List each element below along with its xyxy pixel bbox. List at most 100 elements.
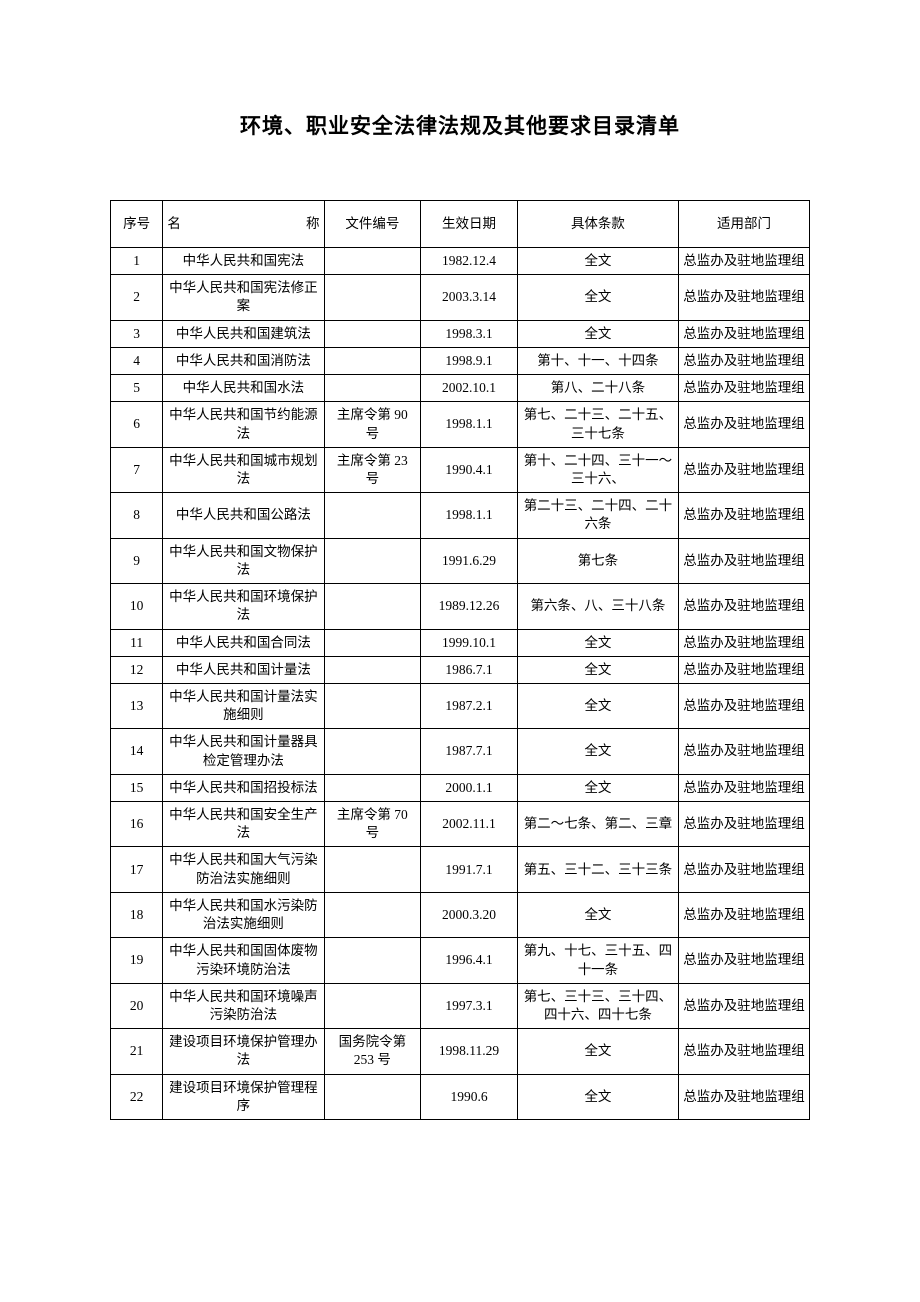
cell-seq: 13 [111, 683, 163, 728]
cell-dept: 总监办及驻地监理组 [679, 493, 810, 538]
cell-docnum [324, 847, 421, 892]
cell-name: 中华人民共和国计量法 [163, 656, 324, 683]
table-header-row: 序号 名 称 文件编号 生效日期 具体条款 适用部门 [111, 201, 810, 248]
cell-seq: 10 [111, 584, 163, 629]
cell-dept: 总监办及驻地监理组 [679, 584, 810, 629]
table-row: 16中华人民共和国安全生产法主席令第 70 号2002.11.1第二～七条、第二… [111, 802, 810, 847]
cell-dept: 总监办及驻地监理组 [679, 538, 810, 583]
cell-docnum [324, 683, 421, 728]
table-row: 21建设项目环境保护管理办法国务院令第 253 号1998.11.29全文总监办… [111, 1029, 810, 1074]
cell-dept: 总监办及驻地监理组 [679, 729, 810, 774]
cell-articles: 全文 [517, 248, 678, 275]
table-row: 2中华人民共和国宪法修正案2003.3.14全文总监办及驻地监理组 [111, 275, 810, 320]
cell-dept: 总监办及驻地监理组 [679, 347, 810, 374]
cell-docnum: 国务院令第 253 号 [324, 1029, 421, 1074]
cell-seq: 3 [111, 320, 163, 347]
cell-name: 中华人民共和国计量法实施细则 [163, 683, 324, 728]
col-seq: 序号 [111, 201, 163, 248]
cell-dept: 总监办及驻地监理组 [679, 892, 810, 937]
cell-seq: 20 [111, 983, 163, 1028]
cell-docnum [324, 538, 421, 583]
cell-name: 中华人民共和国公路法 [163, 493, 324, 538]
cell-name: 中华人民共和国水法 [163, 375, 324, 402]
table-row: 20中华人民共和国环境噪声污染防治法1997.3.1第七、三十三、三十四、四十六… [111, 983, 810, 1028]
cell-name: 中华人民共和国节约能源法 [163, 402, 324, 447]
cell-dept: 总监办及驻地监理组 [679, 629, 810, 656]
cell-seq: 21 [111, 1029, 163, 1074]
cell-dept: 总监办及驻地监理组 [679, 375, 810, 402]
cell-name: 中华人民共和国合同法 [163, 629, 324, 656]
cell-articles: 第七、三十三、三十四、四十六、四十七条 [517, 983, 678, 1028]
cell-articles: 第十、十一、十四条 [517, 347, 678, 374]
col-docnum: 文件编号 [324, 201, 421, 248]
cell-dept: 总监办及驻地监理组 [679, 320, 810, 347]
table-body: 1中华人民共和国宪法1982.12.4全文总监办及驻地监理组2中华人民共和国宪法… [111, 248, 810, 1120]
table-row: 7中华人民共和国城市规划法主席令第 23 号1990.4.1第十、二十四、三十一… [111, 447, 810, 492]
table-row: 18中华人民共和国水污染防治法实施细则2000.3.20全文总监办及驻地监理组 [111, 892, 810, 937]
cell-name: 中华人民共和国安全生产法 [163, 802, 324, 847]
cell-docnum [324, 629, 421, 656]
cell-docnum [324, 375, 421, 402]
cell-dept: 总监办及驻地监理组 [679, 847, 810, 892]
table-row: 9中华人民共和国文物保护法1991.6.29第七条总监办及驻地监理组 [111, 538, 810, 583]
cell-date: 1990.4.1 [421, 447, 518, 492]
document-page: 环境、职业安全法律法规及其他要求目录清单 序号 名 称 文件编号 生效日期 具体… [0, 0, 920, 1302]
cell-seq: 17 [111, 847, 163, 892]
cell-docnum [324, 320, 421, 347]
table-row: 11中华人民共和国合同法1999.10.1全文总监办及驻地监理组 [111, 629, 810, 656]
cell-articles: 第七、二十三、二十五、三十七条 [517, 402, 678, 447]
cell-articles: 全文 [517, 275, 678, 320]
cell-seq: 6 [111, 402, 163, 447]
cell-dept: 总监办及驻地监理组 [679, 683, 810, 728]
table-row: 12中华人民共和国计量法1986.7.1全文总监办及驻地监理组 [111, 656, 810, 683]
table-row: 15中华人民共和国招投标法2000.1.1全文总监办及驻地监理组 [111, 774, 810, 801]
cell-name: 中华人民共和国水污染防治法实施细则 [163, 892, 324, 937]
cell-dept: 总监办及驻地监理组 [679, 938, 810, 983]
cell-date: 1991.7.1 [421, 847, 518, 892]
cell-articles: 第十、二十四、三十一～三十六、 [517, 447, 678, 492]
cell-date: 1982.12.4 [421, 248, 518, 275]
cell-date: 1989.12.26 [421, 584, 518, 629]
cell-docnum: 主席令第 23 号 [324, 447, 421, 492]
cell-articles: 第八、二十八条 [517, 375, 678, 402]
cell-name: 建设项目环境保护管理办法 [163, 1029, 324, 1074]
table-row: 17中华人民共和国大气污染防治法实施细则1991.7.1第五、三十二、三十三条总… [111, 847, 810, 892]
cell-name: 中华人民共和国宪法 [163, 248, 324, 275]
table-row: 8中华人民共和国公路法1998.1.1第二十三、二十四、二十六条总监办及驻地监理… [111, 493, 810, 538]
table-row: 5中华人民共和国水法2002.10.1第八、二十八条总监办及驻地监理组 [111, 375, 810, 402]
table-row: 3中华人民共和国建筑法1998.3.1全文总监办及驻地监理组 [111, 320, 810, 347]
cell-docnum: 主席令第 90 号 [324, 402, 421, 447]
cell-seq: 16 [111, 802, 163, 847]
table-row: 14中华人民共和国计量器具检定管理办法1987.7.1全文总监办及驻地监理组 [111, 729, 810, 774]
cell-articles: 全文 [517, 683, 678, 728]
cell-dept: 总监办及驻地监理组 [679, 1074, 810, 1119]
cell-date: 1998.11.29 [421, 1029, 518, 1074]
cell-articles: 全文 [517, 729, 678, 774]
cell-date: 1998.1.1 [421, 402, 518, 447]
cell-date: 2002.10.1 [421, 375, 518, 402]
cell-articles: 全文 [517, 656, 678, 683]
cell-seq: 14 [111, 729, 163, 774]
table-row: 4中华人民共和国消防法1998.9.1第十、十一、十四条总监办及驻地监理组 [111, 347, 810, 374]
col-articles: 具体条款 [517, 201, 678, 248]
cell-name: 中华人民共和国城市规划法 [163, 447, 324, 492]
cell-date: 1987.7.1 [421, 729, 518, 774]
cell-seq: 18 [111, 892, 163, 937]
cell-name: 建设项目环境保护管理程序 [163, 1074, 324, 1119]
document-title: 环境、职业安全法律法规及其他要求目录清单 [110, 110, 810, 140]
cell-date: 1987.2.1 [421, 683, 518, 728]
table-row: 13中华人民共和国计量法实施细则 1987.2.1全文总监办及驻地监理组 [111, 683, 810, 728]
cell-docnum [324, 656, 421, 683]
cell-articles: 第五、三十二、三十三条 [517, 847, 678, 892]
cell-dept: 总监办及驻地监理组 [679, 275, 810, 320]
cell-date: 2000.1.1 [421, 774, 518, 801]
cell-seq: 2 [111, 275, 163, 320]
cell-articles: 第二十三、二十四、二十六条 [517, 493, 678, 538]
cell-name: 中华人民共和国环境噪声污染防治法 [163, 983, 324, 1028]
cell-date: 1998.1.1 [421, 493, 518, 538]
cell-docnum [324, 729, 421, 774]
table-header: 序号 名 称 文件编号 生效日期 具体条款 适用部门 [111, 201, 810, 248]
table-row: 19中华人民共和国固体废物污染环境防治法1996.4.1第九、十七、三十五、四十… [111, 938, 810, 983]
cell-date: 2000.3.20 [421, 892, 518, 937]
table-row: 6中华人民共和国节约能源法主席令第 90 号1998.1.1第七、二十三、二十五… [111, 402, 810, 447]
